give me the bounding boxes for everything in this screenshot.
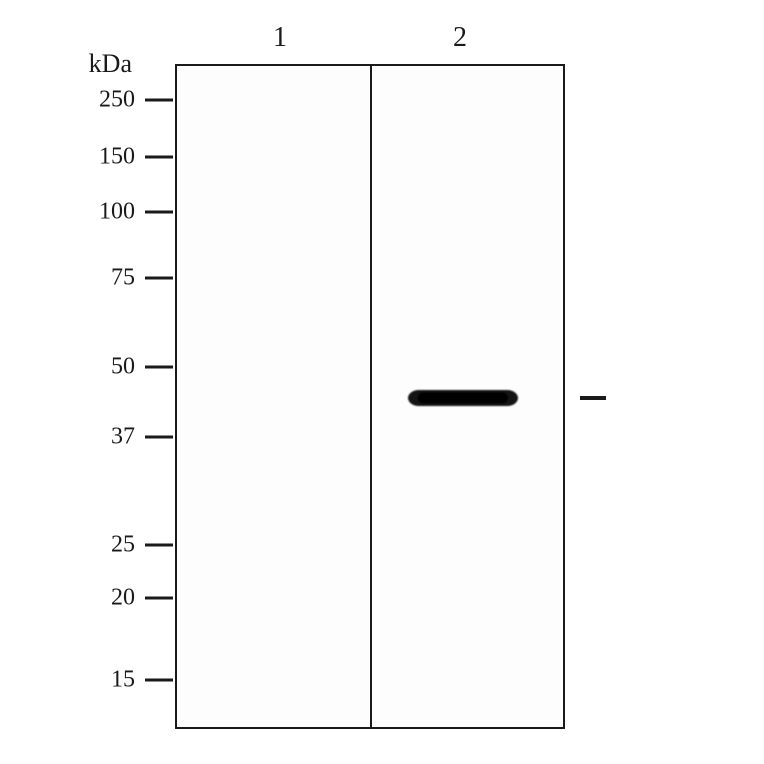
marker-tick-100 bbox=[145, 211, 173, 214]
kda-axis-label: kDa bbox=[82, 49, 132, 79]
band-indicator-tick bbox=[580, 396, 606, 400]
marker-tick-250 bbox=[145, 99, 173, 102]
marker-label-20: 20 bbox=[75, 585, 135, 612]
marker-label-50: 50 bbox=[75, 354, 135, 381]
lane-label-1: 1 bbox=[273, 22, 287, 54]
marker-tick-37 bbox=[145, 436, 173, 439]
marker-tick-25 bbox=[145, 544, 173, 547]
marker-tick-75 bbox=[145, 277, 173, 280]
western-blot-canvas: kDa 1 2 250 150 100 75 50 37 25 20 15 bbox=[0, 0, 764, 764]
lane-label-2: 2 bbox=[453, 22, 467, 54]
marker-label-25: 25 bbox=[75, 532, 135, 559]
marker-label-100: 100 bbox=[75, 199, 135, 226]
marker-label-37: 37 bbox=[75, 424, 135, 451]
marker-label-15: 15 bbox=[75, 667, 135, 694]
marker-label-75: 75 bbox=[75, 265, 135, 292]
marker-label-150: 150 bbox=[75, 144, 135, 171]
marker-tick-15 bbox=[145, 679, 173, 682]
marker-tick-20 bbox=[145, 597, 173, 600]
band-core-lane2-0 bbox=[418, 392, 508, 403]
lane-divider bbox=[370, 64, 372, 729]
marker-label-250: 250 bbox=[75, 87, 135, 114]
marker-tick-50 bbox=[145, 366, 173, 369]
marker-tick-150 bbox=[145, 156, 173, 159]
